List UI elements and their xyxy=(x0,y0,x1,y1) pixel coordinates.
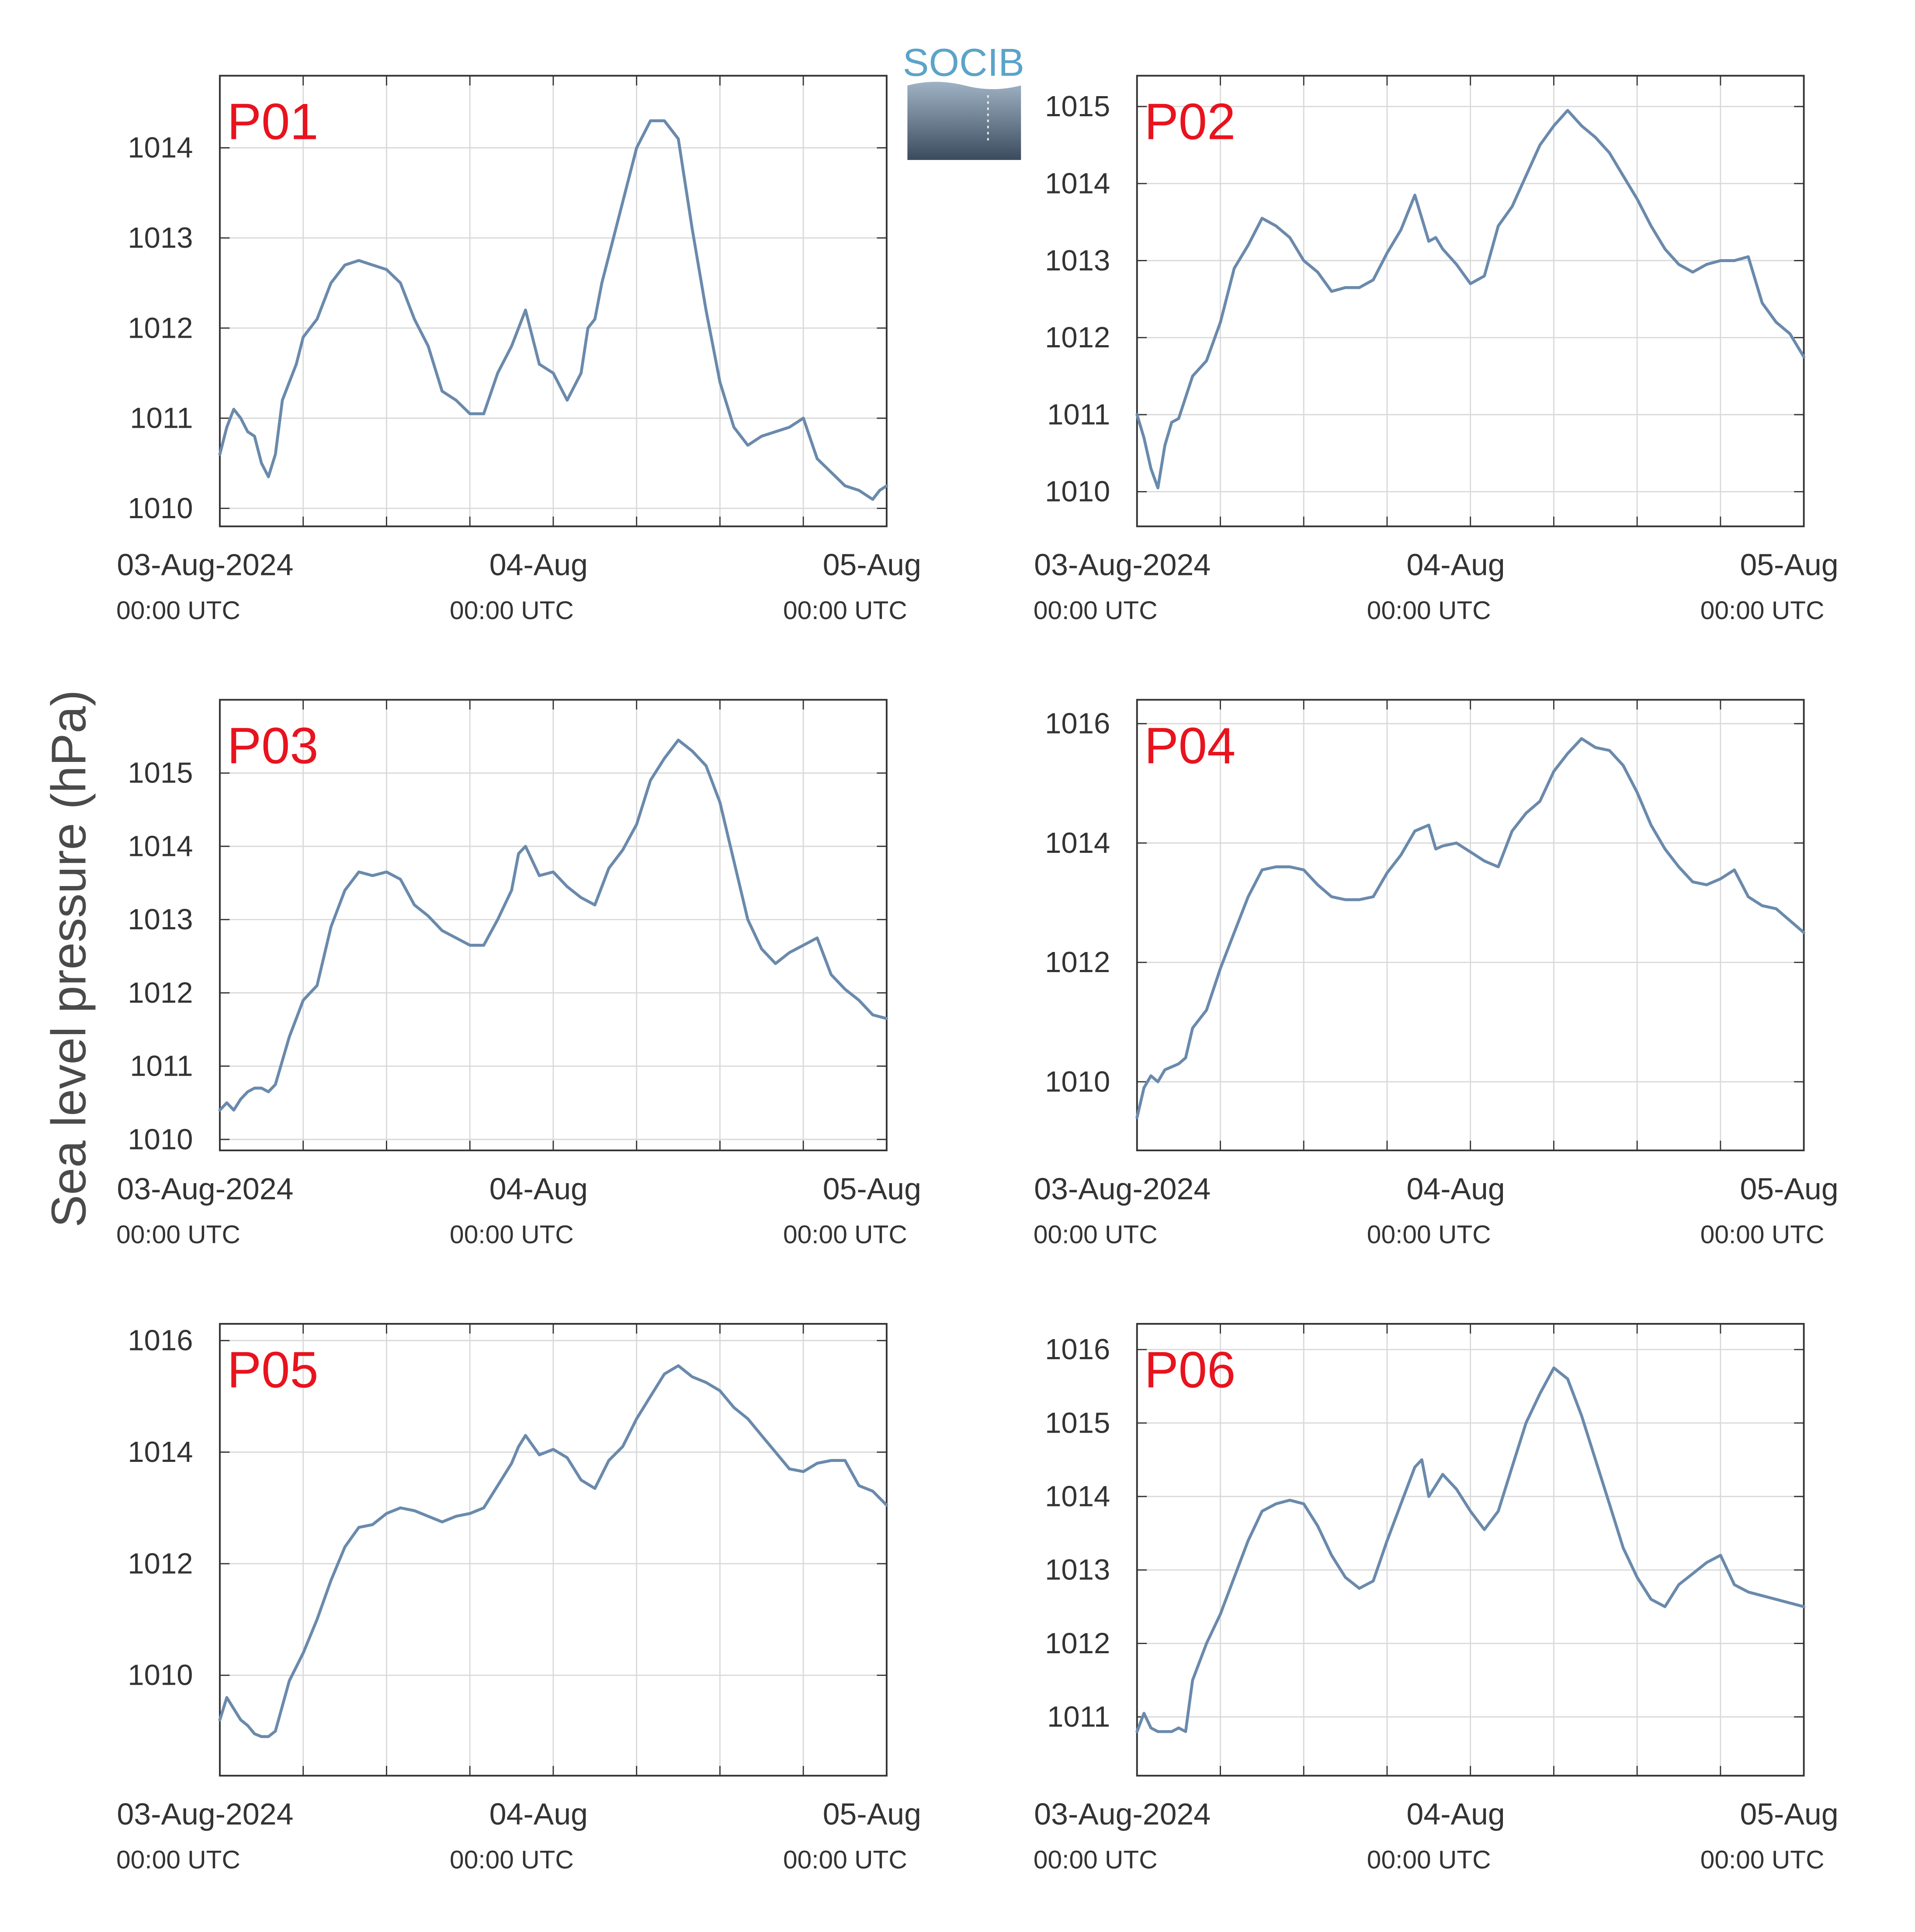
x-tick-time-label: 00:00 UTC xyxy=(783,1846,907,1874)
x-tick-time-label: 00:00 UTC xyxy=(116,1221,240,1249)
panel-p02: 1010 1011 1012 1013 1014 1015 P02 03-Aug-2024 00… xyxy=(1034,75,1839,625)
plot-frame xyxy=(1136,1323,1805,1777)
y-tick-label: 1012 xyxy=(1045,1627,1110,1660)
plot-frame xyxy=(219,1323,888,1777)
y-tick-label: 1016 xyxy=(128,1324,193,1357)
y-tick-label: 1012 xyxy=(128,976,193,1009)
x-tick-date-label: 03-Aug-2024 xyxy=(117,548,294,582)
y-tick-label: 1012 xyxy=(1045,946,1110,979)
x-tick-time-label: 00:00 UTC xyxy=(1700,596,1825,625)
panel-p05: 1010 1012 1014 1016 P05 03-Aug-2024 00:00 UTC 0… xyxy=(116,1323,921,1874)
panel-p03: 1010 1011 1012 1013 1014 1015 P03 03-Aug-2024 00… xyxy=(116,699,921,1249)
x-tick-date-label: 05-Aug xyxy=(1740,1797,1838,1831)
x-tick-time-label: 00:00 UTC xyxy=(450,1846,574,1874)
plot-frame xyxy=(219,75,888,527)
x-tick-time-label: 00:00 UTC xyxy=(1367,1221,1491,1249)
x-tick-time-label: 00:00 UTC xyxy=(450,596,574,625)
x-tick-date-label: 04-Aug xyxy=(489,548,588,582)
panel-p06: 1011 1012 1013 1014 1015 1016 P06 03-Aug-2024 00… xyxy=(1034,1323,1839,1874)
x-tick-time-label: 00:00 UTC xyxy=(1034,596,1158,625)
y-tick-label: 1010 xyxy=(128,1659,193,1692)
panel-title: P02 xyxy=(1145,93,1236,150)
x-tick-time-label: 00:00 UTC xyxy=(1034,1221,1158,1249)
panel-title: P04 xyxy=(1145,717,1236,774)
y-tick-label: 1011 xyxy=(130,402,193,435)
y-tick-label: 1013 xyxy=(1045,1554,1110,1586)
plot-frame xyxy=(219,699,888,1152)
y-tick-label: 1014 xyxy=(128,830,193,862)
y-tick-label: 1014 xyxy=(128,132,193,164)
pressure-series-line xyxy=(1135,737,1805,1119)
y-tick-label: 1014 xyxy=(1045,1480,1110,1513)
x-tick-date-label: 05-Aug xyxy=(823,1172,921,1206)
y-tick-label: 1012 xyxy=(1045,321,1110,354)
x-tick-date-label: 03-Aug-2024 xyxy=(117,1172,294,1206)
y-tick-label: 1010 xyxy=(1045,475,1110,508)
y-tick-label: 1013 xyxy=(128,903,193,936)
y-tick-label: 1014 xyxy=(1045,167,1110,200)
pressure-series-line xyxy=(218,1364,888,1738)
y-tick-label: 1015 xyxy=(1045,90,1110,123)
x-tick-date-label: 05-Aug xyxy=(1740,548,1838,582)
x-tick-time-label: 00:00 UTC xyxy=(450,1221,574,1249)
y-tick-label: 1016 xyxy=(1045,707,1110,740)
y-tick-label: 1013 xyxy=(128,222,193,254)
x-tick-time-label: 00:00 UTC xyxy=(1367,596,1491,625)
pressure-series-line xyxy=(1135,1366,1805,1733)
y-tick-label: 1010 xyxy=(128,1123,193,1156)
x-tick-time-label: 00:00 UTC xyxy=(1034,1846,1158,1874)
socib-logo: SOCIB xyxy=(903,40,1024,160)
pressure-series-line xyxy=(218,738,888,1112)
plot-frame xyxy=(1136,699,1805,1152)
x-tick-date-label: 05-Aug xyxy=(823,1797,921,1831)
pressure-series-line xyxy=(218,119,888,501)
x-tick-time-label: 00:00 UTC xyxy=(116,596,240,625)
panel-title: P05 xyxy=(227,1341,319,1398)
x-tick-time-label: 00:00 UTC xyxy=(783,1221,907,1249)
logo-text: SOCIB xyxy=(903,40,1024,84)
plot-frame xyxy=(1136,75,1805,527)
x-tick-date-label: 05-Aug xyxy=(1740,1172,1838,1206)
y-tick-label: 1015 xyxy=(1045,1406,1110,1439)
x-tick-date-label: 03-Aug-2024 xyxy=(1034,548,1211,582)
panel-p01: 1010 1011 1012 1013 1014 P01 03-Aug-2024 00:00 … xyxy=(116,75,921,625)
x-tick-time-label: 00:00 UTC xyxy=(1367,1846,1491,1874)
x-tick-date-label: 04-Aug xyxy=(489,1797,588,1831)
panel-title: P06 xyxy=(1145,1341,1236,1398)
panel-title: P01 xyxy=(227,93,319,150)
y-tick-label: 1016 xyxy=(1045,1333,1110,1366)
y-tick-label: 1013 xyxy=(1045,244,1110,277)
y-tick-label: 1011 xyxy=(130,1050,193,1083)
x-tick-time-label: 00:00 UTC xyxy=(783,596,907,625)
x-tick-time-label: 00:00 UTC xyxy=(1700,1221,1825,1249)
x-tick-time-label: 00:00 UTC xyxy=(116,1846,240,1874)
x-tick-date-label: 05-Aug xyxy=(823,548,921,582)
x-tick-date-label: 04-Aug xyxy=(1407,548,1505,582)
y-tick-label: 1014 xyxy=(1045,827,1110,859)
x-tick-date-label: 04-Aug xyxy=(489,1172,588,1206)
y-tick-label: 1010 xyxy=(1045,1065,1110,1098)
x-tick-date-label: 04-Aug xyxy=(1407,1172,1505,1206)
panel-title: P03 xyxy=(227,717,319,774)
x-tick-date-label: 04-Aug xyxy=(1407,1797,1505,1831)
x-tick-date-label: 03-Aug-2024 xyxy=(1034,1172,1211,1206)
y-tick-label: 1012 xyxy=(128,312,193,344)
y-tick-label: 1012 xyxy=(128,1547,193,1580)
pressure-series-line xyxy=(1135,109,1805,490)
y-tick-label: 1015 xyxy=(128,757,193,789)
y-axis-label: Sea level pressure (hPa) xyxy=(42,690,96,1227)
panel-p04: 1010 1012 1014 1016 P04 03-Aug-2024 00:00 UTC 0… xyxy=(1034,699,1839,1249)
x-tick-time-label: 00:00 UTC xyxy=(1700,1846,1825,1874)
y-tick-label: 1011 xyxy=(1047,398,1110,431)
y-tick-label: 1010 xyxy=(128,492,193,525)
y-tick-label: 1014 xyxy=(128,1436,193,1468)
x-tick-date-label: 03-Aug-2024 xyxy=(1034,1797,1211,1831)
x-tick-date-label: 03-Aug-2024 xyxy=(117,1797,294,1831)
y-tick-label: 1011 xyxy=(1047,1700,1110,1733)
logo-wave-block xyxy=(907,82,1021,160)
